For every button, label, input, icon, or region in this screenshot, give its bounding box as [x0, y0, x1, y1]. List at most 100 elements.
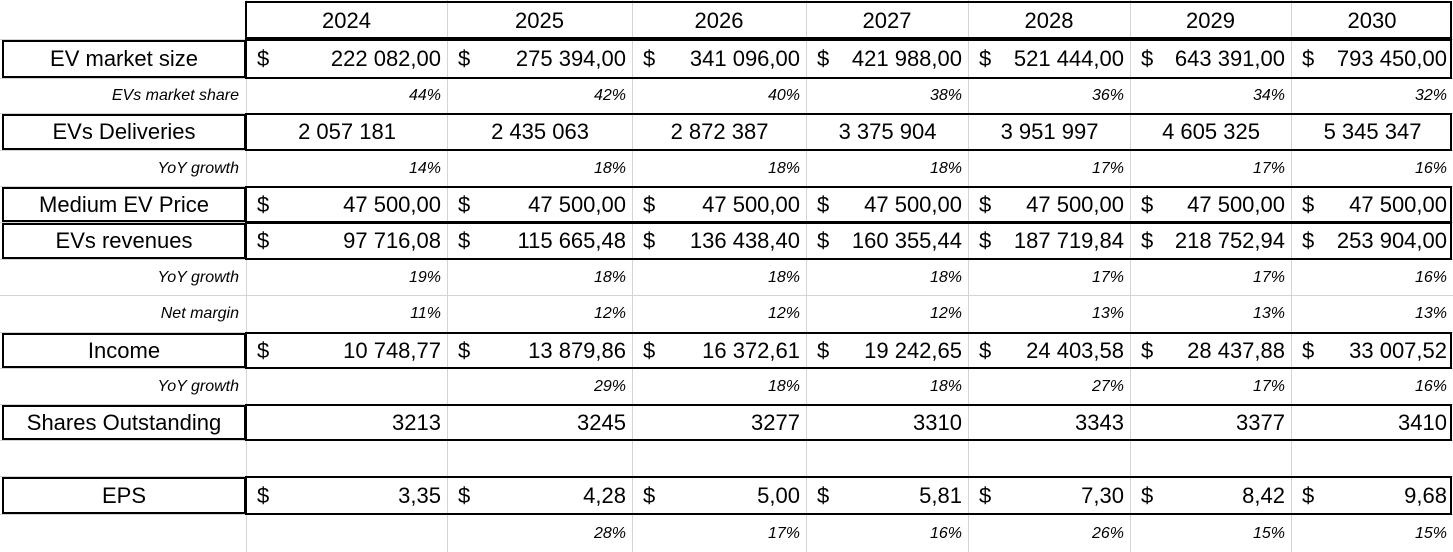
cell-eps[interactable]: $9,68 [1292, 477, 1453, 514]
cell-income_yoy[interactable]: 17% [1252, 377, 1285, 395]
cell-blank[interactable] [969, 441, 1130, 476]
cell-income[interactable]: $19 242,65 [807, 333, 968, 368]
cell-deliveries_yoy[interactable]: 17% [1252, 159, 1285, 177]
cell-market_share[interactable]: 34% [1252, 87, 1285, 104]
cell-deliveries_yoy[interactable]: 14% [408, 159, 441, 177]
cell-ev_price[interactable]: $47 500,00 [247, 187, 447, 222]
cell-income[interactable]: $13 879,86 [448, 333, 632, 368]
cell-revenues_yoy[interactable]: 16% [1414, 268, 1447, 286]
cell-ev_price[interactable]: $47 500,00 [1292, 187, 1453, 222]
cell-eps_yoy[interactable]: 28% [593, 524, 626, 542]
cell-shares[interactable]: 3310 [913, 409, 962, 435]
cell-eps_yoy[interactable]: 26% [1091, 524, 1124, 542]
cell-deliveries_yoy[interactable]: 18% [767, 159, 800, 177]
year-header[interactable]: 2030 [1347, 7, 1397, 33]
cell-ev_price[interactable]: $47 500,00 [969, 187, 1130, 222]
cell-income[interactable]: $33 007,52 [1292, 333, 1453, 368]
cell-net_margin[interactable]: 12% [593, 305, 626, 322]
cell-income_yoy[interactable]: 29% [593, 377, 626, 395]
cell-market_share[interactable]: 36% [1091, 87, 1124, 104]
cell-market_size[interactable]: $222 082,00 [247, 40, 447, 78]
cell-market_share[interactable]: 40% [767, 87, 800, 104]
cell-revenues_yoy[interactable]: 18% [929, 268, 962, 286]
cell-income_yoy[interactable]: 16% [1414, 377, 1447, 395]
cell-shares[interactable]: 3410 [1398, 409, 1447, 435]
cell-market_share[interactable]: 32% [1414, 87, 1447, 104]
cell-ev_price[interactable]: $47 500,00 [448, 187, 632, 222]
cell-ev_price[interactable]: $47 500,00 [633, 187, 806, 222]
cell-market_size[interactable]: $341 096,00 [633, 40, 806, 78]
cell-deliveries[interactable]: 2 872 387 [670, 119, 769, 144]
cell-revenues_yoy[interactable]: 18% [593, 268, 626, 286]
cell-revenues_yoy[interactable]: 17% [1091, 268, 1124, 286]
cell-eps_yoy[interactable]: 16% [929, 524, 962, 542]
year-header[interactable]: 2027 [862, 7, 912, 33]
cell-income_yoy[interactable]: 18% [929, 377, 962, 395]
cell-market_size[interactable]: $421 988,00 [807, 40, 968, 78]
cell-blank[interactable] [807, 441, 968, 476]
year-header[interactable]: 2025 [515, 7, 564, 33]
cell-deliveries[interactable]: 2 057 181 [298, 119, 396, 144]
cell-shares[interactable]: 3213 [392, 409, 441, 435]
cell-revenues[interactable]: $97 716,08 [247, 223, 447, 259]
cell-blank[interactable] [1292, 441, 1453, 476]
cell-market_size[interactable]: $275 394,00 [448, 40, 632, 78]
cell-income[interactable]: $16 372,61 [633, 333, 806, 368]
cell-revenues_yoy[interactable]: 17% [1252, 268, 1285, 286]
cell-income_yoy[interactable]: 27% [1091, 377, 1124, 395]
cell-eps[interactable]: $7,30 [969, 477, 1130, 514]
cell-revenues[interactable]: $218 752,94 [1131, 223, 1291, 259]
cell-revenues[interactable]: $115 665,48 [448, 223, 632, 259]
cell-income[interactable]: $24 403,58 [969, 333, 1130, 368]
cell-market_size[interactable]: $793 450,00 [1292, 40, 1453, 78]
cell-deliveries[interactable]: 3 951 997 [1000, 119, 1099, 144]
cell-deliveries[interactable]: 4 605 325 [1162, 119, 1260, 144]
cell-revenues[interactable]: $136 438,40 [633, 223, 806, 259]
cell-eps[interactable]: $4,28 [448, 477, 632, 514]
cell-deliveries[interactable]: 2 435 063 [491, 119, 589, 144]
cell-market_size[interactable]: $521 444,00 [969, 40, 1130, 78]
cell-income[interactable]: $28 437,88 [1131, 333, 1291, 368]
cell-blank[interactable] [448, 441, 632, 476]
cell-eps_yoy[interactable]: 15% [1414, 524, 1447, 542]
cell-income_yoy[interactable]: 18% [767, 377, 800, 395]
cell-net_margin[interactable]: 12% [767, 305, 800, 322]
cell-revenues[interactable]: $187 719,84 [969, 223, 1130, 259]
cell-shares[interactable]: 3343 [1075, 409, 1124, 435]
cell-net_margin[interactable]: 11% [410, 305, 441, 322]
year-header[interactable]: 2026 [694, 7, 744, 33]
cell-market_share[interactable]: 38% [929, 87, 962, 104]
cell-shares[interactable]: 3377 [1236, 409, 1285, 435]
cell-deliveries_yoy[interactable]: 17% [1091, 159, 1124, 177]
cell-eps[interactable]: $3,35 [247, 477, 447, 514]
cell-deliveries_yoy[interactable]: 18% [929, 159, 962, 177]
cell-eps[interactable]: $5,81 [807, 477, 968, 514]
cell-net_margin[interactable]: 13% [1414, 305, 1447, 322]
cell-blank[interactable] [247, 441, 447, 476]
cell-market_share[interactable]: 44% [408, 87, 441, 104]
cell-shares[interactable]: 3277 [751, 409, 800, 435]
cell-revenues_yoy[interactable]: 19% [408, 268, 441, 286]
cell-ev_price[interactable]: $47 500,00 [1131, 187, 1291, 222]
cell-deliveries_yoy[interactable]: 16% [1414, 159, 1447, 177]
cell-revenues[interactable]: $160 355,44 [807, 223, 968, 259]
cell-eps[interactable]: $8,42 [1131, 477, 1291, 514]
year-header[interactable]: 2029 [1186, 7, 1235, 33]
cell-market_share[interactable]: 42% [593, 87, 626, 104]
cell-net_margin[interactable]: 13% [1091, 305, 1124, 322]
year-header[interactable]: 2024 [322, 7, 371, 33]
cell-shares[interactable]: 3245 [577, 409, 626, 435]
cell-net_margin[interactable]: 13% [1252, 305, 1285, 322]
cell-income_yoy[interactable] [247, 369, 447, 404]
cell-eps[interactable]: $5,00 [633, 477, 806, 514]
year-header[interactable]: 2028 [1024, 7, 1074, 33]
cell-market_size[interactable]: $643 391,00 [1131, 40, 1291, 78]
cell-blank[interactable] [1131, 441, 1291, 476]
cell-blank[interactable] [633, 441, 806, 476]
cell-eps_yoy[interactable]: 17% [767, 524, 800, 542]
cell-revenues_yoy[interactable]: 18% [767, 268, 800, 286]
cell-eps_yoy[interactable]: 15% [1252, 524, 1285, 542]
cell-deliveries_yoy[interactable]: 18% [593, 159, 626, 177]
cell-deliveries[interactable]: 5 345 347 [1323, 119, 1422, 144]
cell-income[interactable]: $10 748,77 [247, 333, 447, 368]
